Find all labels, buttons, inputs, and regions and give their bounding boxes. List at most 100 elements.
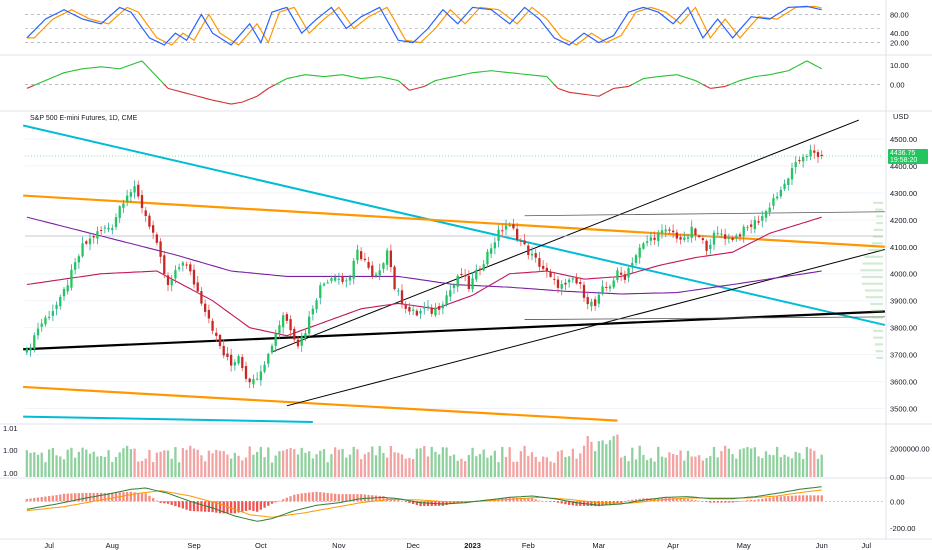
horizontal-line-3830 [524, 316, 885, 320]
candle-body [452, 284, 456, 288]
macd-histogram-bar [356, 494, 359, 502]
volume-bar [679, 450, 682, 477]
macd-histogram-bar [378, 495, 381, 502]
volume-bar [114, 456, 118, 477]
candle-body [686, 237, 690, 239]
volume-bar [129, 449, 133, 477]
macd-histogram-bar [203, 501, 207, 512]
macd-histogram-bar [545, 501, 549, 502]
time-tick-label: Aug [106, 541, 119, 550]
time-tick-label: Jun [816, 541, 828, 550]
volume-bar [530, 452, 534, 477]
macd-histogram-bar [66, 493, 69, 502]
candle-body [538, 258, 541, 267]
candle-body [189, 264, 192, 272]
volume-bar [749, 448, 753, 477]
macd-histogram-bar [278, 500, 281, 502]
macd-histogram-bar [47, 496, 51, 502]
volume-bar [764, 451, 768, 477]
candle-body [278, 324, 281, 334]
candle-body [196, 282, 199, 292]
volume-bar [270, 462, 274, 477]
osc-segment [557, 87, 562, 91]
osc-segment [387, 77, 391, 80]
macd-histogram-bar [96, 492, 99, 502]
macd-histogram-bar [133, 492, 136, 502]
osc-segment [271, 83, 276, 87]
volume-bar [634, 459, 638, 477]
volume-bar [560, 450, 563, 477]
volume-bar [85, 449, 88, 477]
volume-bar [434, 451, 437, 477]
candle-body [775, 196, 779, 199]
osc-segment [639, 78, 644, 82]
volume-profile-bar [864, 289, 883, 292]
osc-segment [383, 76, 388, 79]
volume-bar [445, 447, 448, 477]
macd-histogram-bar [300, 493, 303, 502]
osc-segment [453, 75, 458, 78]
macd-histogram-bar [333, 493, 337, 502]
macd-histogram-bar [189, 501, 192, 511]
osc-segment [606, 89, 611, 93]
candle-body [575, 277, 578, 284]
candle-body [181, 262, 185, 266]
candle-body [411, 309, 415, 311]
candle-body [534, 253, 537, 258]
osc-segment [26, 86, 31, 89]
candle-body [801, 156, 805, 162]
osc-segment [465, 72, 469, 75]
candle-body [746, 226, 749, 228]
macd-histogram-bar [103, 492, 107, 502]
candle-body [200, 291, 203, 304]
currency-label: USD [893, 112, 909, 121]
volume-bar [92, 451, 95, 477]
osc-segment [30, 84, 35, 88]
candle-body [218, 334, 222, 347]
macd-histogram-bar [397, 499, 400, 502]
candle-body [211, 320, 214, 331]
macd-histogram-bar [319, 492, 322, 502]
volume-bar [463, 461, 467, 477]
candle-body [564, 282, 567, 285]
osc-segment [769, 73, 774, 76]
candle-body [463, 275, 467, 277]
time-tick-label: Oct [255, 541, 268, 550]
candle-body [753, 220, 757, 230]
price-tick-label: 3700.00 [890, 351, 917, 360]
candle-body [727, 237, 731, 239]
volume-bar [315, 454, 318, 477]
volume-bar [311, 458, 315, 477]
macd-histogram-bar [801, 495, 805, 502]
candle-body [772, 198, 775, 206]
osc-segment [565, 90, 570, 93]
volume-bar [40, 452, 43, 477]
macd-histogram-bar [281, 499, 285, 502]
volume-bar [200, 455, 203, 477]
volume-bar [638, 445, 641, 477]
candle-body [597, 294, 601, 304]
candle-body [333, 277, 337, 281]
volume-bar [125, 445, 129, 477]
candle-body [252, 379, 255, 385]
volume-bar [77, 451, 81, 477]
candle-body [716, 232, 719, 234]
macd-histogram-bar [241, 501, 244, 512]
volume-profile-bar [861, 275, 883, 279]
volume-bar [512, 461, 515, 477]
volume-bar [716, 457, 719, 477]
osc-segment [297, 74, 302, 77]
candle-body [237, 356, 240, 364]
macd-histogram-bar [452, 501, 456, 504]
volume-bar [55, 455, 58, 477]
volume-profile-bar [872, 235, 883, 238]
macd-histogram-bar [768, 497, 771, 502]
osc-segment [777, 71, 781, 74]
candle-body [493, 242, 497, 249]
macd-histogram-bar [411, 501, 415, 505]
candle-body [107, 227, 110, 230]
macd-histogram-bar [359, 494, 363, 502]
volume-bar [549, 461, 552, 477]
volume-bar [545, 457, 549, 477]
volume-profile-bar [876, 356, 883, 359]
